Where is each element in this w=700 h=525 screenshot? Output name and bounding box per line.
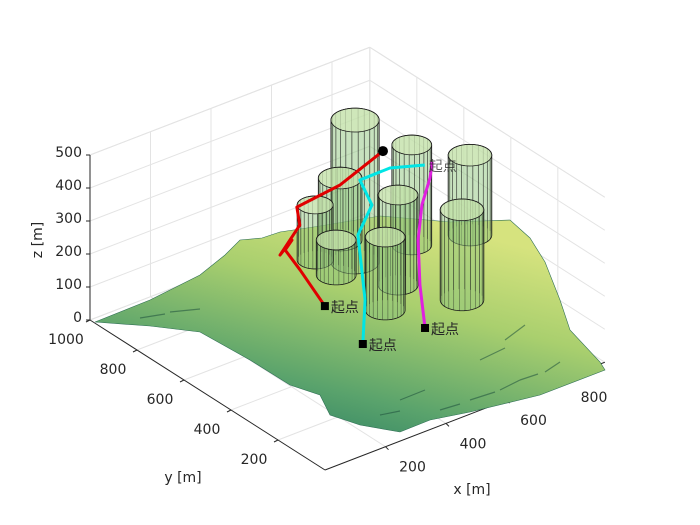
z-tick-label: 500 [55,145,82,161]
start-marker [421,323,430,332]
x-tick-label: 800 [581,390,608,406]
cylinder-top [447,143,493,167]
x-tick-label: 200 [399,460,426,476]
start-label: 起点 [369,338,397,354]
z-tick-label: 200 [55,244,82,260]
x-axis-label: x [m] [453,482,490,498]
z-tick-label: 100 [55,277,82,293]
cylinder-top [377,184,419,206]
start-marker [320,302,329,311]
y-tick-label: 1000 [48,332,84,348]
y-tick-label: 800 [100,362,127,378]
cylinder-top [315,229,357,251]
paths [278,146,434,349]
annotation: 起点 [429,159,457,175]
path-line [416,161,434,329]
z-tick-label: 300 [55,211,82,227]
y-tick [179,379,185,383]
grid-line [89,145,370,255]
box-edge [89,46,370,156]
start-label: 起点 [331,300,359,316]
x-tick-label: 600 [520,413,547,429]
path-line [356,163,425,345]
y-tick-label: 400 [194,422,221,438]
start-marker [358,340,367,349]
start-label: 起点 [431,322,459,338]
y-axis [89,319,326,471]
cylinder-top [391,134,433,156]
grid-line [89,112,370,222]
x-tick [445,423,450,427]
y-tick [226,409,232,413]
cylinder-top [364,226,406,248]
grid-line [89,79,370,189]
y-axis-label: y [m] [164,470,201,486]
x-tick [385,446,389,451]
y-tick [273,439,279,443]
box-edge [369,46,606,198]
obstacles [296,107,493,321]
z-tick-label: 0 [73,310,82,326]
z-axis-label: z [m] [30,222,46,258]
y-tick [132,349,138,353]
x-tick-label: 400 [460,436,487,452]
y-tick-label: 200 [241,452,268,468]
end-marker [377,146,388,157]
terrain-texture [139,308,561,416]
y-tick-label: 600 [147,392,174,408]
cylinder-top [330,107,380,133]
cylinder-top [439,198,485,222]
z-tick-label: 400 [55,178,82,194]
path-line [278,149,384,307]
cylinder-top [296,195,334,215]
